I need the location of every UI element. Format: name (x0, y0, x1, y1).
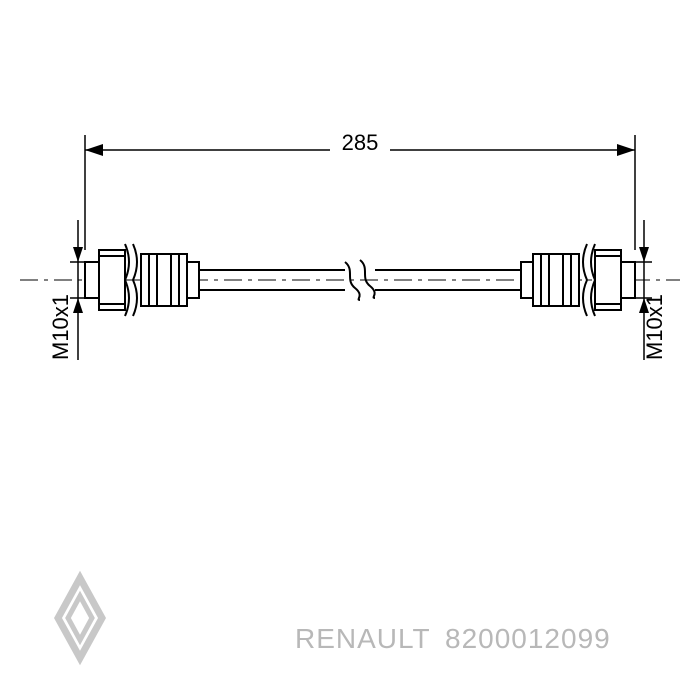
technical-diagram: 285 (0, 0, 700, 700)
diagram-svg: 285 (0, 0, 700, 700)
thread-left-text: M10x1 (48, 294, 73, 360)
part-number: 8200012099 (445, 623, 611, 654)
brand-name: RENAULT (295, 623, 431, 654)
renault-logo (58, 578, 102, 658)
dim-length-text: 285 (342, 130, 379, 155)
fitting-right (521, 244, 635, 316)
thread-right-text: M10x1 (642, 294, 667, 360)
arrow-left (85, 144, 103, 156)
arrow-right (617, 144, 635, 156)
fitting-left (85, 244, 199, 316)
